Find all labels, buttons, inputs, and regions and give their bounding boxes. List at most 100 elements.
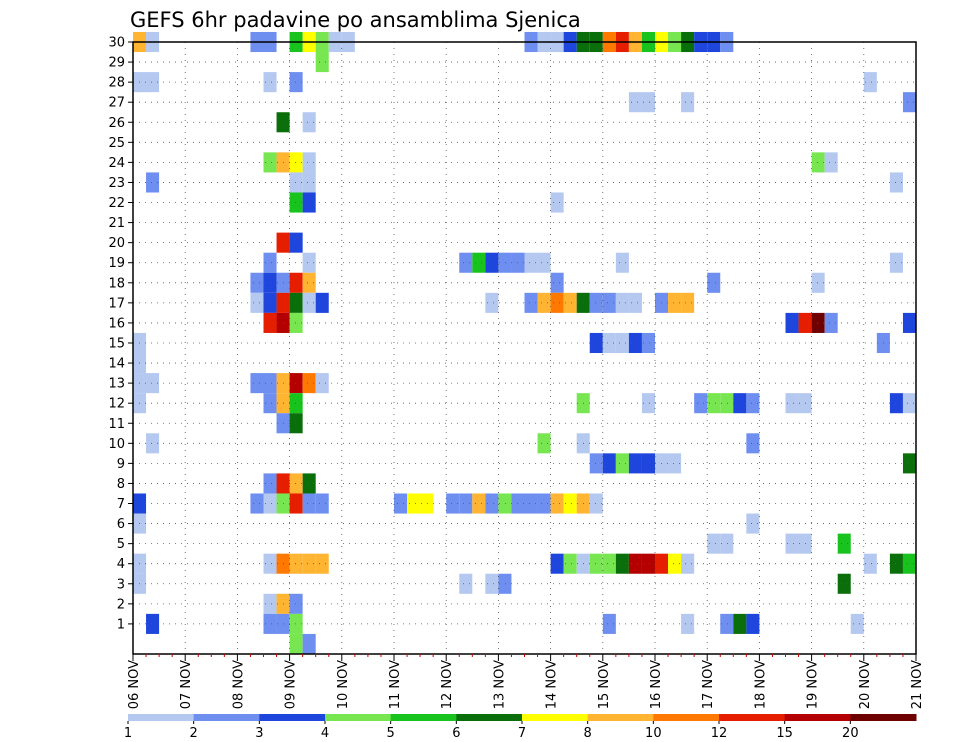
x-tick-label: 07 NOV <box>179 660 194 709</box>
heatmap-cell <box>902 453 916 474</box>
heatmap-cell <box>289 393 303 414</box>
heatmap-cell <box>537 292 551 313</box>
heatmap-cell <box>263 553 277 574</box>
heatmap-cell <box>537 433 551 454</box>
heatmap-cell <box>863 72 877 93</box>
heatmap-cell <box>537 493 551 514</box>
heatmap-cell <box>602 613 616 634</box>
heatmap-cell <box>785 393 799 414</box>
grid-lines <box>133 41 916 654</box>
heatmap-cell <box>459 493 473 514</box>
heatmap-cell <box>315 493 329 514</box>
heatmap-cell <box>524 292 538 313</box>
y-axis: 1234567891011121314151617181920212223242… <box>108 36 133 632</box>
y-tick-label: 23 <box>108 176 125 191</box>
legend-swatch <box>325 714 392 721</box>
heatmap-cell <box>707 533 721 554</box>
heatmap-cell <box>850 613 864 634</box>
heatmap-cell <box>824 312 838 333</box>
heatmap-cell <box>263 252 277 273</box>
heatmap-cell <box>289 473 303 494</box>
heatmap-cell <box>472 493 486 514</box>
heatmap-cell <box>263 152 277 173</box>
heatmap-cell <box>289 312 303 333</box>
heatmap-cell <box>302 152 316 173</box>
heatmap-cell <box>615 252 629 273</box>
x-tick-label: 19 NOV <box>806 660 821 709</box>
heatmap-cell <box>902 553 916 574</box>
heatmap-cell <box>289 633 303 654</box>
heatmap-cell <box>302 473 316 494</box>
heatmap-cell <box>615 332 629 354</box>
heatmap-cell <box>602 553 616 574</box>
heatmap-cell <box>785 312 799 333</box>
heatmap-cell <box>524 493 538 514</box>
heatmap-cell <box>550 493 564 514</box>
legend-swatch <box>587 714 654 721</box>
heatmap-cell <box>746 513 760 534</box>
legend-label: 7 <box>518 726 526 741</box>
heatmap-cell <box>289 272 303 293</box>
heatmap-cell <box>459 252 473 273</box>
y-tick-label: 2 <box>117 597 125 612</box>
heatmap-cell <box>681 553 695 574</box>
color-legend: 1 2 3 4 5 6 7 8 10 12 15 20 <box>124 714 917 741</box>
heatmap-cell <box>550 292 564 313</box>
heatmap-cell <box>146 172 160 193</box>
heatmap-cell <box>811 152 825 173</box>
y-tick-label: 13 <box>108 377 125 392</box>
heatmap-cell <box>289 152 303 173</box>
legend-label: 10 <box>645 726 662 741</box>
x-axis: 06 NOV 07 NOV 08 NOV 09 NOV 10 NOV 11 NOV 12 N… <box>127 654 925 709</box>
heatmap-cell <box>289 172 303 193</box>
heatmap-cell <box>720 613 734 634</box>
heatmap-cell <box>263 593 277 614</box>
heatmap-cell <box>889 393 903 414</box>
y-tick-label: 30 <box>108 36 125 51</box>
heatmap-cell <box>811 312 825 333</box>
heatmap-cell <box>315 373 329 394</box>
heatmap-cell <box>302 633 316 654</box>
legend-swatch <box>259 714 326 721</box>
legend-label: 15 <box>776 726 793 741</box>
heatmap-cell <box>563 493 577 514</box>
heatmap-cell <box>485 573 499 594</box>
heatmap-cell <box>289 232 303 253</box>
heatmap-cell <box>628 292 642 313</box>
heatmap-cell <box>302 192 316 213</box>
x-tick-label: 16 NOV <box>649 660 664 709</box>
heatmap-cell <box>420 493 434 514</box>
heatmap-cell <box>563 292 577 313</box>
y-tick-label: 1 <box>117 617 125 632</box>
heatmap-cell <box>628 92 642 113</box>
heatmap-cell <box>681 92 695 113</box>
heatmap-cell <box>263 292 277 313</box>
y-tick-label: 16 <box>108 316 125 331</box>
heatmap-cell <box>250 292 264 313</box>
y-tick-label: 25 <box>108 136 125 151</box>
heatmap-cell <box>785 533 799 554</box>
heatmap-cell <box>550 192 564 213</box>
legend-label: 5 <box>387 726 395 741</box>
heatmap-cell <box>863 553 877 574</box>
heatmap-cell <box>589 453 603 474</box>
heatmap-cell <box>668 553 682 574</box>
heatmap-cell <box>615 453 629 474</box>
heatmap-cell <box>302 172 316 193</box>
heatmap-cell <box>641 553 655 574</box>
heatmap-cell <box>263 493 277 514</box>
heatmap-cell <box>615 553 629 574</box>
heatmap-cell <box>485 292 499 313</box>
heatmap-cell <box>315 292 329 313</box>
heatmap-cell <box>889 553 903 574</box>
heatmap-cell <box>394 493 408 514</box>
chart-title: GEFS 6hr padavine po ansamblima Sjenica <box>130 8 581 32</box>
heatmap-cell <box>302 112 316 133</box>
heatmap-cell <box>485 252 499 273</box>
legend-label: 8 <box>584 726 592 741</box>
y-tick-label: 4 <box>117 557 125 572</box>
plot-frame <box>132 41 917 655</box>
x-tick-label: 13 NOV <box>492 660 507 709</box>
heatmap-cell <box>302 292 316 313</box>
